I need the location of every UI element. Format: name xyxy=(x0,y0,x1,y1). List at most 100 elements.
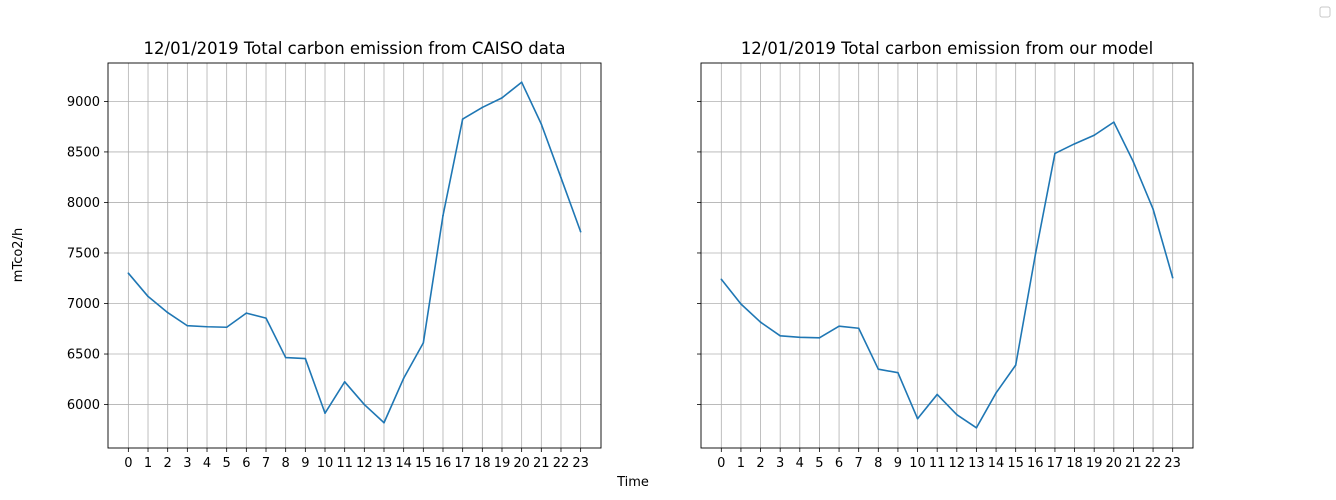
data-point xyxy=(501,97,503,99)
data-point xyxy=(324,412,326,414)
data-point xyxy=(975,426,978,429)
x-tick-label: 12 xyxy=(356,456,373,471)
data-point xyxy=(481,106,484,109)
x-tick-label: 10 xyxy=(317,456,334,471)
data-point xyxy=(304,357,307,360)
y-tick-label: 7000 xyxy=(67,297,100,312)
data-point xyxy=(877,368,880,370)
data-point xyxy=(560,176,562,179)
data-point xyxy=(740,303,742,305)
x-tick-label: 1 xyxy=(144,456,152,471)
x-tick-label: 8 xyxy=(874,456,882,471)
x-tick-label: 20 xyxy=(1106,456,1123,471)
data-point xyxy=(225,326,228,329)
left-subplot: 0 1 2 3 4 5 6 7 8 9 10 11 12 13 14 15 16 17 18 19 20 21 22 2360… xyxy=(67,39,602,471)
data-point xyxy=(1113,121,1115,123)
data-point xyxy=(818,337,821,339)
x-tick-label: 12 xyxy=(949,456,966,471)
x-tick-label: 0 xyxy=(717,456,725,471)
data-point xyxy=(206,325,208,328)
data-point xyxy=(540,123,543,125)
x-tick-label: 19 xyxy=(1086,456,1103,471)
x-tick-label: 19 xyxy=(494,456,511,471)
x-tick-label: 0 xyxy=(124,456,132,471)
x-tick-label: 16 xyxy=(435,456,452,471)
data-point xyxy=(147,295,149,298)
data-point xyxy=(186,324,189,327)
chart-title: 12/01/2019 Total carbon emission from ou… xyxy=(741,39,1153,58)
x-tick-label: 23 xyxy=(572,456,589,471)
series-line xyxy=(127,81,582,424)
x-tick-label: 13 xyxy=(968,456,985,471)
x-tick-label: 14 xyxy=(395,456,412,471)
x-tick-label: 5 xyxy=(223,456,231,471)
x-tick-label: 5 xyxy=(815,456,823,471)
x-tick-label: 17 xyxy=(1047,456,1064,471)
data-point xyxy=(1093,134,1095,137)
data-point xyxy=(265,317,267,319)
data-point xyxy=(799,336,801,339)
data-point xyxy=(956,413,958,416)
data-point xyxy=(759,321,762,323)
x-tick-label: 6 xyxy=(242,456,250,471)
data-point xyxy=(579,230,582,233)
x-tick-label: 2 xyxy=(756,456,764,471)
data-point xyxy=(995,392,997,394)
x-tick-label: 4 xyxy=(203,456,211,471)
x-tick-label: 16 xyxy=(1027,456,1044,471)
data-point xyxy=(402,377,405,380)
x-tick-label: 13 xyxy=(376,456,393,471)
x-tick-label: 22 xyxy=(553,456,570,471)
data-point xyxy=(1054,152,1056,155)
data-point xyxy=(857,327,860,330)
legend-box xyxy=(1319,6,1331,18)
x-tick-label: 6 xyxy=(835,456,843,471)
x-tick-label: 23 xyxy=(1164,456,1181,471)
data-point xyxy=(422,342,425,344)
data-point xyxy=(461,118,464,120)
x-axis-label: Time xyxy=(616,475,649,490)
x-tick-label: 21 xyxy=(1125,456,1142,471)
x-tick-label: 4 xyxy=(796,456,804,471)
data-point xyxy=(343,381,346,383)
x-tick-label: 15 xyxy=(415,456,432,471)
y-tick-label: 8500 xyxy=(67,145,100,160)
x-tick-label: 7 xyxy=(262,456,270,471)
data-point xyxy=(383,421,385,424)
x-tick-label: 3 xyxy=(776,456,784,471)
y-tick-label: 7500 xyxy=(67,246,100,261)
data-point xyxy=(720,278,723,281)
data-point xyxy=(520,81,523,83)
data-point xyxy=(936,393,938,396)
x-tick-label: 15 xyxy=(1007,456,1024,471)
data-point xyxy=(166,311,169,314)
data-point xyxy=(284,356,287,359)
x-tick-label: 20 xyxy=(513,456,530,471)
y-tick-label: 6500 xyxy=(67,348,100,363)
x-tick-label: 21 xyxy=(533,456,550,471)
x-tick-label: 18 xyxy=(474,456,491,471)
data-point xyxy=(779,335,781,337)
x-tick-label: 9 xyxy=(301,456,309,471)
x-tick-label: 10 xyxy=(909,456,926,471)
x-tick-label: 7 xyxy=(855,456,863,471)
x-tick-label: 3 xyxy=(183,456,191,471)
data-point xyxy=(1034,254,1037,256)
data-point xyxy=(916,417,919,420)
data-point xyxy=(1132,161,1135,163)
data-point xyxy=(838,325,840,328)
x-tick-label: 1 xyxy=(737,456,745,471)
x-tick-label: 2 xyxy=(164,456,172,471)
y-tick-label: 8000 xyxy=(67,196,100,211)
data-point xyxy=(363,403,366,406)
x-tick-label: 18 xyxy=(1066,456,1083,471)
x-tick-label: 8 xyxy=(282,456,290,471)
data-point xyxy=(442,214,444,217)
data-point xyxy=(245,312,248,314)
data-point xyxy=(897,371,899,374)
data-point xyxy=(127,272,130,274)
axes-frame xyxy=(700,62,1194,449)
y-axis-label: mTco2/h xyxy=(11,228,26,282)
y-tick-label: 9000 xyxy=(67,95,100,110)
